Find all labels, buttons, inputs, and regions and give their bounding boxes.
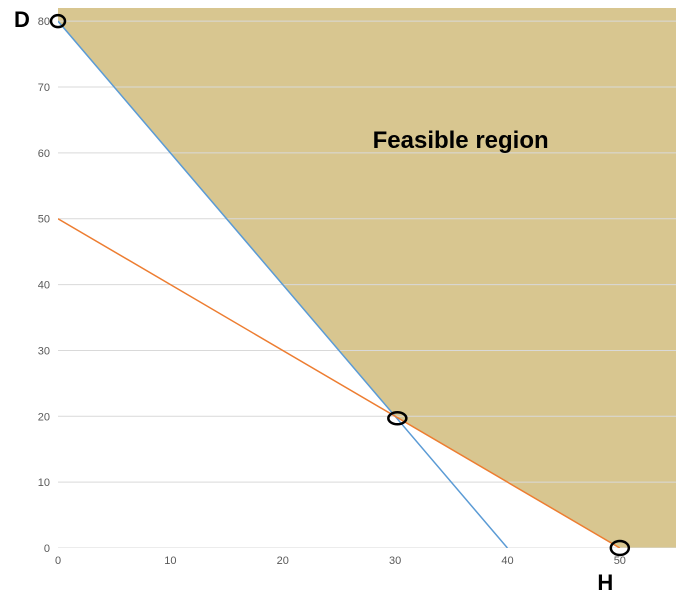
x-tick-label: 0: [55, 555, 61, 567]
x-tick-label: 50: [614, 555, 626, 567]
y-tick-label: 30: [38, 345, 50, 357]
feasible-region-label: Feasible region: [373, 127, 549, 155]
y-tick-label: 70: [38, 82, 50, 94]
y-tick-label: 40: [38, 280, 50, 292]
y-tick-label: 80: [38, 16, 50, 28]
y-tick-label: 50: [38, 214, 50, 226]
y-tick-label: 20: [38, 411, 50, 423]
x-axis-label-h: H: [597, 570, 613, 596]
chart-container: 0 10 20 30 40 50 60 70 80 0 10 20 30 40 50 D H Feasibl…: [0, 0, 676, 596]
x-tick-label: 30: [389, 555, 401, 567]
y-axis-label-d: D: [14, 7, 30, 33]
y-tick-label: 60: [38, 148, 50, 160]
y-tick-label: 10: [38, 477, 50, 489]
chart-svg: 0 10 20 30 40 50 60 70 80 0 10 20 30 40 50: [0, 0, 676, 596]
x-tick-label: 40: [501, 555, 513, 567]
x-tick-label: 20: [277, 555, 289, 567]
y-tick-label: 0: [44, 543, 50, 555]
x-tick-label: 10: [164, 555, 176, 567]
